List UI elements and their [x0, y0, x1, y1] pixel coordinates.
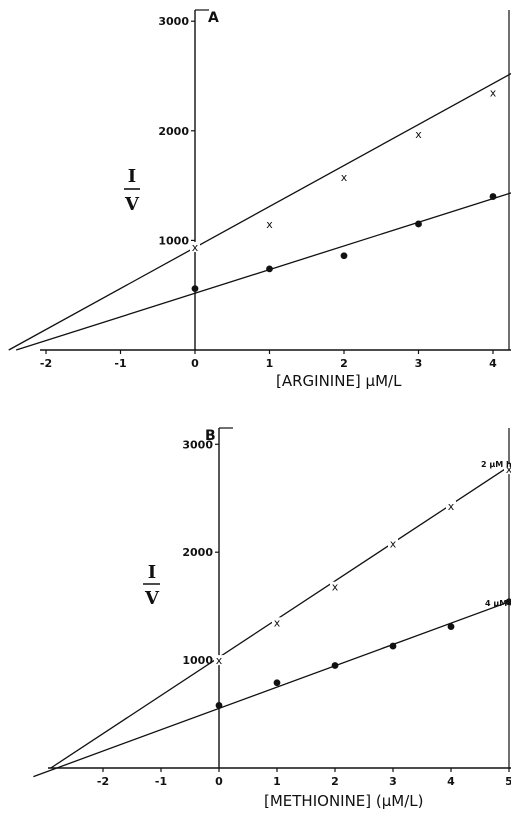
y-tick-label: 2000 [182, 546, 213, 559]
x-tick-label: 3 [415, 357, 423, 370]
x-tick-label: 2 [331, 775, 339, 788]
data-point [340, 252, 348, 260]
data-point-knockout [446, 500, 456, 511]
data-point [415, 220, 422, 228]
x-axis-label: [ARGININE] μM/L [276, 372, 402, 390]
x-tick-label: 2 [340, 357, 348, 370]
y-label-denominator: V [124, 194, 140, 215]
data-point-knockout [330, 581, 340, 592]
data-point: x [266, 218, 273, 231]
data-point [191, 285, 199, 293]
series-label: 4 μM his [485, 599, 511, 608]
series-label: 2 μM his [481, 460, 511, 469]
data-point [266, 265, 273, 273]
y-label-denominator: V [144, 588, 160, 609]
data-point-knockout [272, 617, 282, 628]
fit-lines [8, 72, 511, 351]
series-labels: 2 μM his 4 μM his [481, 460, 511, 608]
y-label-numerator: I [148, 562, 156, 583]
data-point [447, 623, 455, 631]
data-point: x [390, 538, 397, 551]
data-point-knockout [190, 241, 200, 252]
data-point: x [506, 463, 511, 476]
data-point: x [448, 500, 455, 513]
data-point [331, 662, 339, 669]
y-tick-label: 3000 [182, 438, 213, 451]
x-tick-label: 4 [489, 357, 497, 370]
x-tick-label: 4 [447, 775, 455, 788]
data-point-knockout [504, 464, 511, 475]
x-axis-label: [METHIONINE] (μM/L) [264, 792, 424, 810]
data-point-knockout [264, 218, 275, 229]
y-tick-label: 1000 [182, 654, 213, 667]
data-point [505, 598, 511, 606]
data-point: x [216, 654, 223, 667]
y-ticks: 1000 2000 3000 [158, 15, 195, 247]
data-point [215, 702, 223, 709]
chart-panel-b: -2 -1 0 1 2 3 4 5 1000 2000 3000 x x x x x x 2 μM his 4… [33, 427, 511, 810]
fit-line [33, 601, 510, 778]
data-point [489, 193, 497, 200]
panel-label: B [205, 428, 216, 444]
x-tick-label: 3 [389, 775, 397, 788]
data-point-knockout [388, 538, 398, 549]
fit-line [50, 464, 511, 769]
x-tick-label: 0 [215, 775, 223, 788]
data-points: x x x x x x [214, 463, 511, 709]
data-point: x [274, 616, 281, 629]
data-point-knockout [488, 87, 498, 98]
fit-line [8, 72, 511, 351]
x-tick-label: -2 [40, 357, 52, 370]
x-tick-label: -1 [114, 357, 126, 370]
data-point-knockout [413, 129, 424, 140]
fit-line [16, 192, 511, 351]
data-point [389, 642, 397, 650]
data-point [273, 679, 281, 687]
y-tick-label: 3000 [158, 15, 189, 28]
x-tick-label: -1 [155, 775, 167, 788]
data-point: x [415, 128, 422, 141]
y-tick-label: 2000 [158, 125, 189, 138]
data-point-knockout [214, 655, 224, 666]
y-tick-label: 1000 [158, 234, 189, 247]
data-point: x [341, 171, 348, 184]
data-point: x [490, 86, 497, 99]
y-label-numerator: I [128, 166, 136, 187]
panel-label: A [208, 10, 219, 26]
data-point-knockout [339, 171, 349, 182]
x-ticks: -2 -1 0 1 2 3 4 5 [97, 768, 511, 788]
x-tick-label: -2 [97, 775, 109, 788]
y-ticks: 1000 2000 3000 [182, 438, 219, 667]
x-tick-label: 5 [505, 775, 511, 788]
fit-lines [33, 464, 511, 778]
data-point: x [332, 581, 339, 594]
x-tick-label: 1 [266, 357, 274, 370]
data-point: x [192, 241, 199, 254]
x-tick-label: 1 [273, 775, 281, 788]
x-tick-label: 0 [191, 357, 199, 370]
